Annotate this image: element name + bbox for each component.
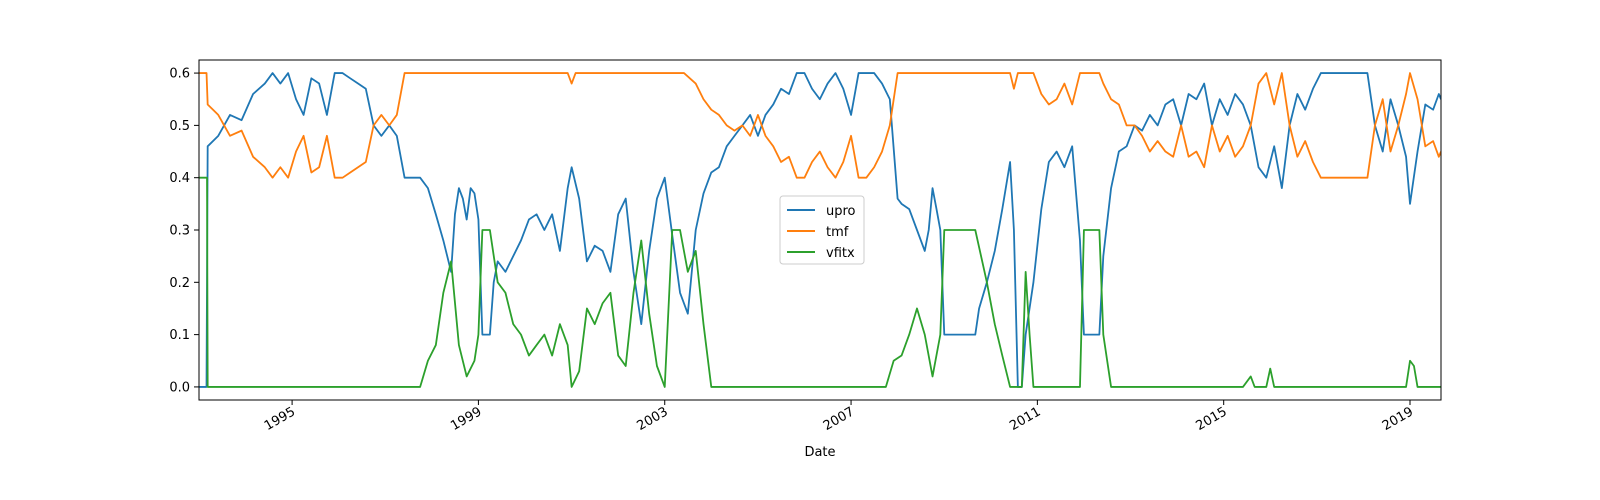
y-axis: 0.0 0.1 0.2 0.3 0.4 0.5 0.6 [169, 67, 199, 395]
series-line-vfitx [199, 176, 1441, 388]
legend-box [779, 195, 865, 265]
series-line-upro [199, 72, 1441, 388]
y-tick-label: 0.4 [169, 171, 190, 186]
series-line-tmf [199, 72, 1441, 179]
y-tick-label: 0.2 [169, 276, 190, 291]
x-axis-title: Date [804, 445, 835, 460]
legend-label-vfitx: vfitx [826, 246, 855, 261]
y-tick-label: 0.5 [169, 119, 190, 134]
legend-label-tmf: tmf [826, 225, 849, 240]
plot-lines [199, 72, 1441, 388]
y-tick-label: 0.6 [169, 67, 190, 82]
y-tick-label: 0.3 [169, 224, 190, 239]
y-tick-label: 0.1 [169, 328, 190, 343]
legend: upro tmf vfitx [779, 195, 865, 265]
y-tick-label: 0.0 [169, 380, 190, 395]
legend-label-upro: upro [826, 204, 856, 219]
